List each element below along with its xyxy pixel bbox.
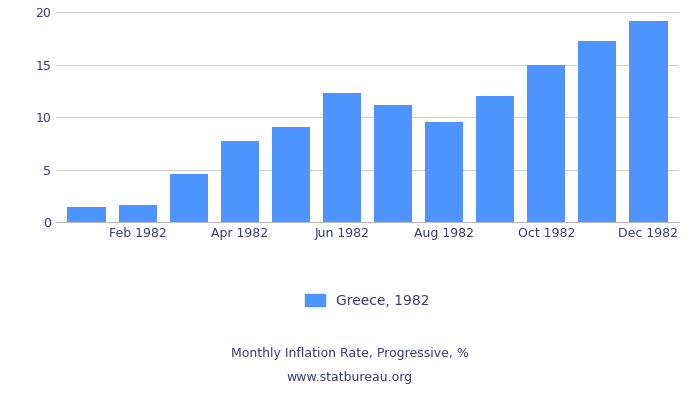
Text: Monthly Inflation Rate, Progressive, %: Monthly Inflation Rate, Progressive, % [231,348,469,360]
Text: www.statbureau.org: www.statbureau.org [287,372,413,384]
Bar [272,127,310,222]
Bar [578,42,617,222]
Legend: Greece, 1982: Greece, 1982 [300,288,435,313]
Bar [67,206,106,222]
Bar [374,104,412,222]
Bar [169,174,208,222]
Bar [220,141,259,222]
Bar [323,93,361,222]
Bar [476,96,514,222]
Bar [118,206,157,222]
Bar [527,64,566,222]
Bar [629,22,668,222]
Bar [425,122,463,222]
